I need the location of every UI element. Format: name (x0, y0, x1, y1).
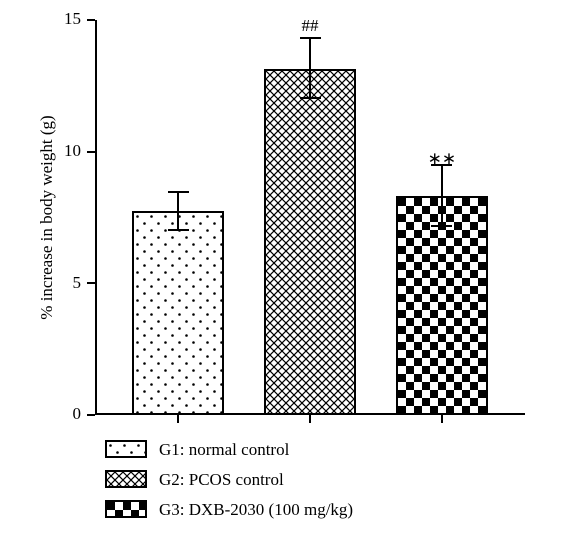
errorbar-stem (177, 192, 179, 230)
legend-label: G2: PCOS control (159, 470, 284, 490)
bar-g1 (132, 211, 224, 415)
legend-label: G1: normal control (159, 440, 289, 460)
figure: 051015% increase in body weight (g)##∗∗ … (0, 0, 586, 548)
y-axis-title: % increase in body weight (g) (37, 20, 57, 415)
errorbar-stem (309, 38, 311, 97)
x-tick (309, 415, 311, 423)
legend-swatch (105, 500, 147, 518)
x-tick (177, 415, 179, 423)
legend-label: G3: DXB-2030 (100 mg/kg) (159, 500, 353, 520)
bar-g2 (264, 69, 356, 415)
plot-area: 051015% increase in body weight (g)##∗∗ (95, 20, 525, 415)
legend-swatch (105, 440, 147, 458)
legend-swatch-pattern (107, 502, 145, 516)
y-tick (87, 414, 95, 416)
bar-g3 (396, 196, 488, 415)
bar-annotation: ∗∗ (412, 149, 472, 169)
errorbar-stem (441, 165, 443, 226)
bar-pattern (398, 198, 486, 413)
errorbar-cap-bottom (431, 225, 452, 227)
errorbar-cap-top (300, 37, 321, 39)
y-tick (87, 282, 95, 284)
y-tick (87, 151, 95, 153)
y-tick (87, 19, 95, 21)
errorbar-cap-top (168, 191, 189, 193)
x-tick (441, 415, 443, 423)
legend-swatch-pattern (107, 442, 145, 456)
bar-pattern (134, 213, 222, 413)
y-axis-line (95, 20, 97, 415)
bar-pattern (266, 71, 354, 413)
errorbar-cap-bottom (168, 229, 189, 231)
legend-swatch (105, 470, 147, 488)
legend-swatch-pattern (107, 472, 145, 486)
errorbar-cap-bottom (300, 97, 321, 99)
bar-annotation: ## (280, 16, 340, 36)
